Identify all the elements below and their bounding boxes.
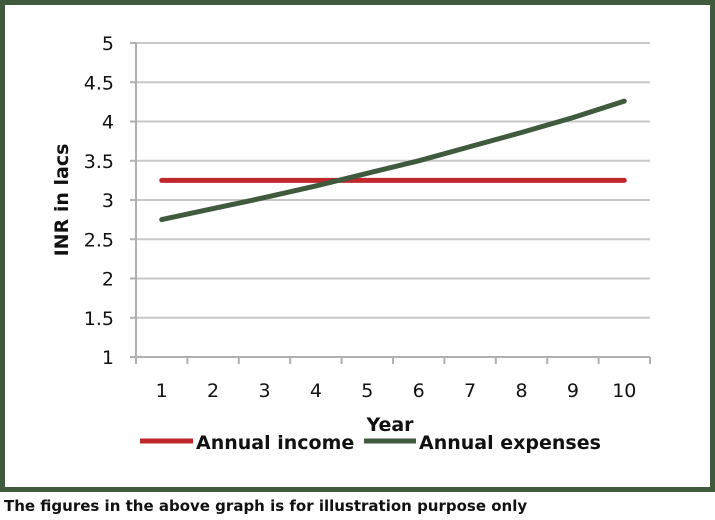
y-tick-label: 3 [102, 190, 114, 212]
x-tick-label: 4 [310, 380, 322, 402]
x-tick-label: 1 [156, 380, 168, 402]
y-tick-label: 1 [102, 347, 114, 369]
y-tick-label: 1.5 [84, 308, 114, 330]
legend-label-expenses: Annual expenses [419, 432, 601, 454]
footnote: The figures in the above graph is for il… [4, 497, 528, 515]
x-tick-label: 10 [612, 380, 636, 402]
y-tick-label: 4.5 [84, 72, 114, 94]
y-tick-label: 2.5 [84, 229, 114, 251]
x-tick-label: 9 [567, 380, 579, 402]
x-tick-label: 7 [464, 380, 476, 402]
x-axis-title: Year [365, 414, 414, 436]
y-tick-label: 4 [102, 112, 114, 134]
y-tick-label: 2 [102, 269, 114, 291]
y-tick-label: 5 [102, 33, 114, 55]
tick-labels: 1 1.5 2 2.5 3 3.5 4 4.5 5 1 2 3 4 5 6 7 8 9 10 [84, 33, 637, 402]
x-tick-label: 8 [515, 380, 527, 402]
series-line-annual-expenses [159, 98, 627, 223]
data-series [159, 98, 627, 223]
legend: Annual income Annual expenses [140, 432, 601, 454]
x-tick-label: 6 [413, 380, 425, 402]
x-tick-label: 2 [207, 380, 219, 402]
x-tick-label: 5 [361, 380, 373, 402]
legend-label-income: Annual income [196, 432, 354, 454]
y-axis-title: INR in lacs [51, 144, 73, 257]
line-chart: 1 1.5 2 2.5 3 3.5 4 4.5 5 1 2 3 4 5 6 7 8 9 10 Year INR in… [51, 33, 651, 454]
y-tick-label: 3.5 [84, 151, 114, 173]
axes [130, 42, 651, 364]
x-tick-label: 3 [258, 380, 270, 402]
